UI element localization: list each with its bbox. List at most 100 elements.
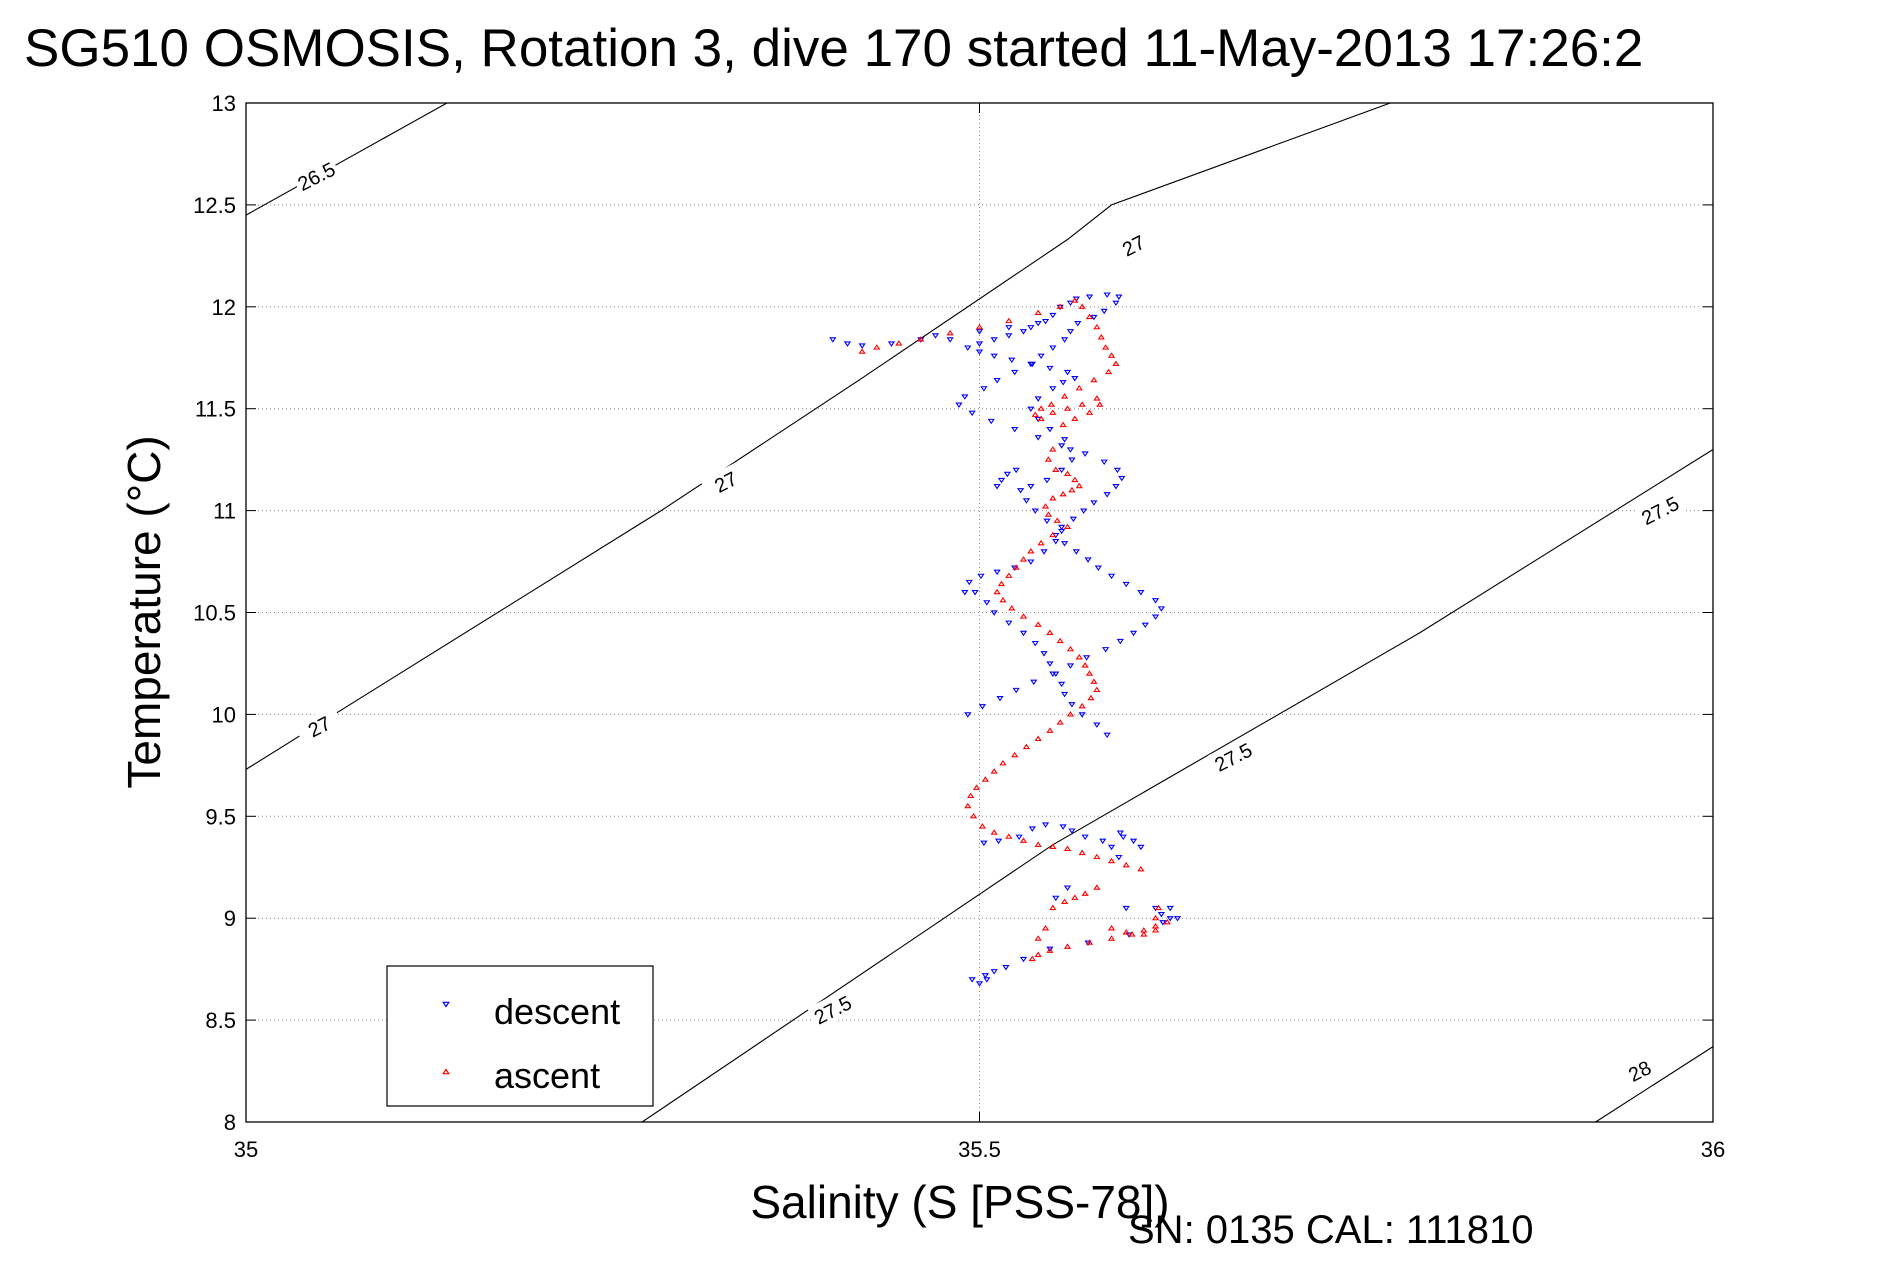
ascent-point xyxy=(997,580,1006,587)
ascent-point xyxy=(1107,935,1116,941)
descent-point xyxy=(1107,573,1116,580)
descent-point xyxy=(1019,956,1028,963)
ascent-point xyxy=(1037,539,1045,546)
contour-label-bg xyxy=(1207,735,1258,777)
descent-point xyxy=(1034,320,1042,327)
ascent-point xyxy=(1071,297,1079,303)
y-tick-label: 8.5 xyxy=(205,1008,236,1033)
descent-point xyxy=(1173,916,1182,922)
descent-point xyxy=(968,977,976,983)
descent-point xyxy=(1015,834,1023,841)
ascent-point xyxy=(1019,556,1028,562)
ascent-point xyxy=(1151,914,1160,921)
descent-point xyxy=(964,712,972,718)
ascent-point xyxy=(1049,409,1057,415)
descent-point xyxy=(1027,325,1035,331)
descent-point xyxy=(1052,895,1060,902)
descent-point xyxy=(1003,471,1012,478)
ascent-point xyxy=(1078,849,1086,856)
ascent-point xyxy=(1097,334,1105,340)
descent-point xyxy=(1016,488,1025,494)
ascent-point xyxy=(1066,711,1075,717)
descent-point xyxy=(1052,539,1060,545)
descent-point xyxy=(1063,885,1072,891)
ascent-point xyxy=(1034,841,1042,847)
descent-point xyxy=(1019,329,1028,335)
descent-point xyxy=(1069,516,1078,523)
descent-point xyxy=(1022,498,1031,504)
contour-label-bg xyxy=(807,988,858,1030)
ascent-point xyxy=(970,812,978,819)
descent-point xyxy=(961,590,969,596)
ascent-point xyxy=(1059,490,1067,497)
legend-label-descent: descent xyxy=(494,991,620,1032)
ascent-point xyxy=(1090,678,1098,684)
ascent-point xyxy=(1037,415,1045,422)
ascent-point xyxy=(1022,743,1031,750)
ascent-point xyxy=(1046,947,1054,953)
descent-point xyxy=(1116,830,1124,836)
descent-point xyxy=(1002,965,1010,971)
descent-point xyxy=(993,378,1001,384)
y-tick-label: 9 xyxy=(224,906,236,931)
ascent-point xyxy=(895,340,903,346)
ascent-point xyxy=(1060,393,1069,399)
ascent-point xyxy=(1090,376,1098,383)
descent-point xyxy=(1041,822,1050,828)
descent-point xyxy=(1159,920,1167,926)
ascent-point xyxy=(1154,904,1163,911)
ascent-point xyxy=(1078,702,1086,709)
descent-point xyxy=(1115,294,1123,300)
descent-point xyxy=(1058,524,1066,531)
ascent-point xyxy=(1005,833,1013,839)
ascent-point xyxy=(1059,421,1067,428)
legend-box xyxy=(386,965,654,1107)
descent-point xyxy=(1102,647,1110,653)
ascent-point xyxy=(1081,662,1089,668)
x-tick-label: 36 xyxy=(1701,1137,1725,1162)
descent-point xyxy=(1060,691,1069,698)
descent-point xyxy=(981,973,989,979)
descent-point xyxy=(1078,712,1086,718)
descent-point xyxy=(971,590,979,596)
descent-point xyxy=(1085,294,1094,300)
descent-point xyxy=(990,610,998,616)
ascent-point xyxy=(1104,368,1113,375)
descent-point xyxy=(1060,541,1069,547)
ascent-point xyxy=(1068,486,1076,493)
descent-point xyxy=(990,337,998,343)
ascent-point xyxy=(1081,890,1089,896)
ascent-point xyxy=(967,792,975,799)
descent-point xyxy=(1103,292,1111,298)
descent-point xyxy=(1116,638,1124,645)
descent-point xyxy=(1074,320,1082,327)
ascent-point xyxy=(1060,898,1069,905)
ascent-point xyxy=(1066,645,1075,652)
density-contour-line xyxy=(245,102,1391,770)
ascent-point xyxy=(1093,884,1101,890)
ascent-point xyxy=(1034,309,1042,316)
y-tick-label: 9.5 xyxy=(205,804,236,829)
ascent-point xyxy=(972,784,981,790)
ascent-point xyxy=(990,829,998,835)
ascent-point xyxy=(1049,446,1057,452)
ascent-point xyxy=(1012,564,1020,570)
descent-point xyxy=(993,569,1001,576)
descent-point xyxy=(1031,508,1039,514)
descent-point xyxy=(1066,663,1075,669)
descent-point xyxy=(1066,329,1075,335)
descent-point xyxy=(946,337,954,343)
descent-point xyxy=(1046,365,1054,372)
descent-point xyxy=(1011,369,1019,376)
ascent-point xyxy=(990,768,998,774)
y-tick-label: 11 xyxy=(213,499,236,524)
descent-point xyxy=(975,981,984,987)
ascent-point xyxy=(1031,411,1039,417)
descent-point xyxy=(1066,447,1075,453)
ascent-point xyxy=(1049,904,1057,911)
descent-point xyxy=(1060,337,1069,343)
ascent-point xyxy=(946,329,954,336)
descent-point xyxy=(1112,484,1120,490)
descent-point xyxy=(1019,630,1028,637)
y-tick-label: 13 xyxy=(212,91,236,116)
